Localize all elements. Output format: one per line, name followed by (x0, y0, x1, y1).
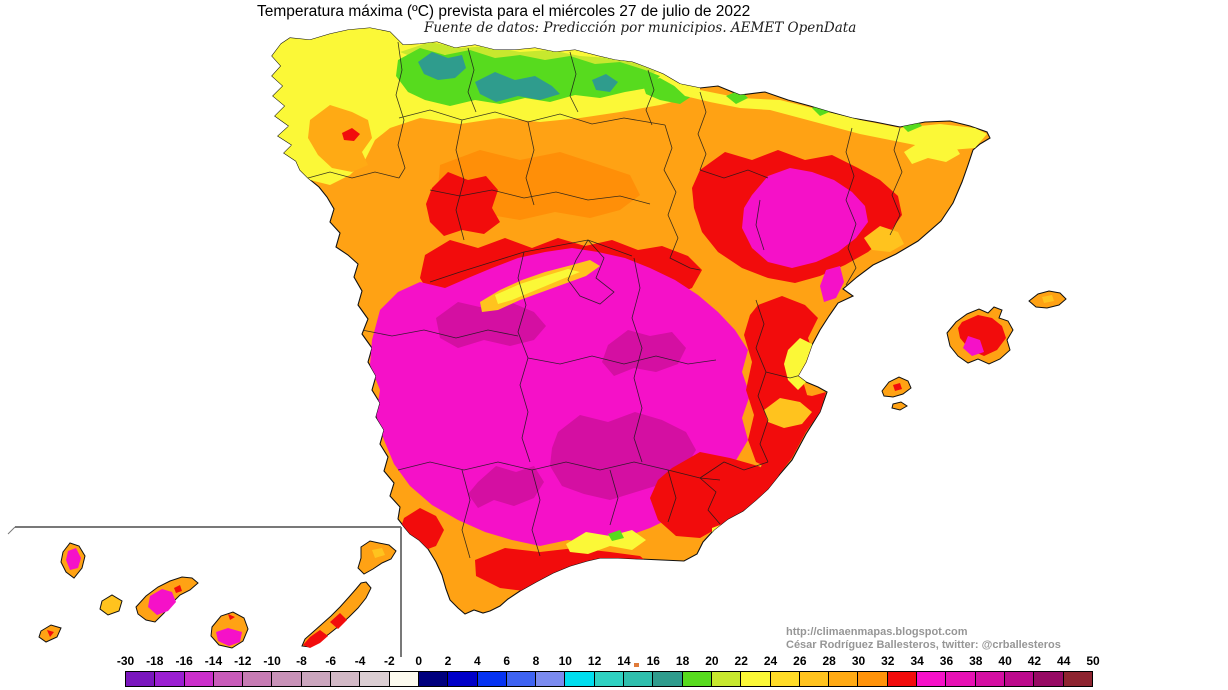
legend-tick-label: 42 (1027, 654, 1042, 668)
legend-tick-label: 32 (881, 654, 895, 668)
legend-cell (594, 672, 625, 686)
legend-tick-label: 18 (675, 654, 690, 668)
legend-cell (477, 672, 507, 686)
page-subtitle: Fuente de datos: Predicción por municipi… (424, 20, 857, 36)
legend-tick-label: 0 (415, 654, 423, 668)
legend-cell (448, 672, 478, 686)
legend-cell (682, 672, 712, 686)
legend-cell (389, 672, 419, 686)
legend-bar (125, 671, 1093, 687)
legend-cell (1063, 672, 1092, 686)
balearic-islands (881, 290, 1067, 411)
legend-tick-label: 44 (1057, 654, 1071, 668)
legend-cell (946, 672, 976, 686)
legend-cell (565, 672, 595, 686)
legend-cell (858, 672, 888, 686)
legend-cell (917, 672, 947, 686)
legend-cell (975, 672, 1005, 686)
legend-cell (213, 672, 244, 686)
legend-artifact-dot (634, 663, 639, 667)
legend-tick-label: -16 (175, 654, 193, 668)
legend-tick-label: 30 (851, 654, 866, 668)
legend-cell (243, 672, 273, 686)
legend-cell (184, 672, 214, 686)
credits-url: http://climaenmapas.blogspot.com (786, 626, 968, 638)
legend-tick-label: 20 (705, 654, 719, 668)
legend-tick-label: -8 (296, 654, 307, 668)
legend-tick-label: -2 (384, 654, 395, 668)
legend-cell (1034, 672, 1064, 686)
legend-tick-label: 26 (793, 654, 807, 668)
legend-cell (799, 672, 830, 686)
legend-cell (331, 672, 361, 686)
la-gomera-island (99, 594, 123, 616)
province-borders (307, 41, 903, 559)
page-title: Temperatura máxima (ºC) prevista para el… (257, 3, 751, 20)
legend-cell (829, 672, 859, 686)
legend-tick-label: -12 (234, 654, 252, 668)
formentera-island (891, 401, 908, 411)
legend-tick-label: 34 (910, 654, 924, 668)
legend-cell (887, 672, 918, 686)
legend-cell (126, 672, 156, 686)
credits-author: César Rodríguez Ballesteros, twitter: @c… (786, 639, 1061, 651)
legend-tick-label: 22 (734, 654, 748, 668)
legend-cell (711, 672, 742, 686)
legend-tick-label: -18 (146, 654, 164, 668)
legend-cell (272, 672, 302, 686)
legend-cell (155, 672, 185, 686)
legend-tick-label: 8 (532, 654, 540, 668)
canary-inset-border (7, 526, 402, 657)
legend-cell (1004, 672, 1035, 686)
legend-tick-label: -4 (354, 654, 366, 668)
legend-tick-label: 40 (998, 654, 1012, 668)
legend-tick-label: -10 (263, 654, 281, 668)
legend-cell (418, 672, 449, 686)
legend-cell (360, 672, 390, 686)
legend-tick-label: -30 (116, 654, 135, 668)
credits-block: http://climaenmapas.blogspot.com César R… (786, 626, 1061, 652)
legend-labels: -30 -18 -16 -14 -12 -10 -8 -6 -4 -2 0 2 4 6 8 10 12 14 16 1… (0, 655, 1228, 669)
legend-tick-label: 10 (558, 654, 572, 668)
legend-tick-label: 12 (587, 654, 602, 668)
legend-tick-label: -14 (204, 654, 223, 668)
legend-tick-label: 16 (646, 654, 660, 668)
temperature-zones (272, 28, 987, 592)
legend-tick-label: 2 (444, 654, 452, 668)
legend-cell (506, 672, 537, 686)
legend-tick-label: -6 (325, 654, 337, 668)
legend-tick-label: 4 (473, 654, 481, 668)
legend-cell (653, 672, 683, 686)
legend-cell (741, 672, 771, 686)
legend-tick-label: 24 (763, 654, 778, 668)
legend-cell (624, 672, 654, 686)
legend-tick-label: 38 (969, 654, 983, 668)
legend-tick-label: 6 (503, 654, 510, 668)
canary-islands (38, 540, 397, 649)
legend-cell (301, 672, 332, 686)
legend-tick-label: 36 (939, 654, 954, 668)
legend-tick-label: 50 (1086, 654, 1100, 668)
legend-cell (770, 672, 800, 686)
legend-tick-label: 14 (617, 654, 631, 668)
lanzarote-island (357, 540, 397, 575)
legend-cell (536, 672, 566, 686)
legend-tick-label: 28 (822, 654, 836, 668)
